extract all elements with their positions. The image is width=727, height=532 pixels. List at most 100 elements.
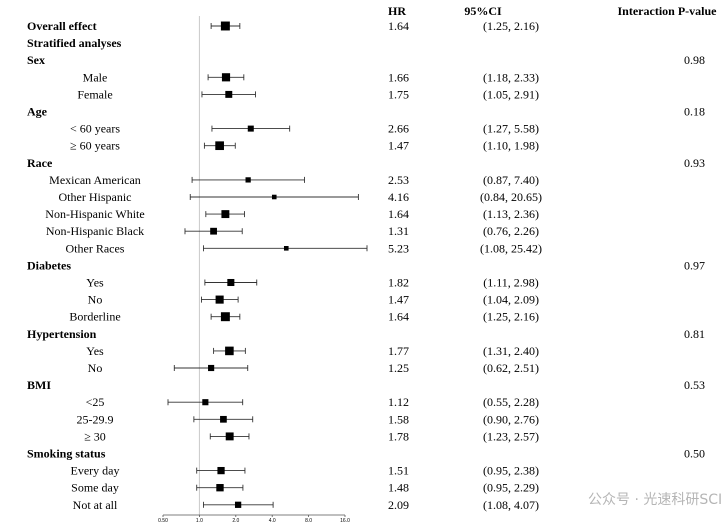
- interaction-p-value: 0.50: [684, 447, 705, 461]
- hr-value: 1.77: [388, 344, 409, 358]
- subgroup-label: Male: [83, 70, 108, 84]
- hr-point: [208, 364, 215, 372]
- hr-value: 1.66: [388, 70, 409, 84]
- group-label: Age: [27, 105, 48, 119]
- hr-point: [215, 295, 224, 304]
- hr-point: [221, 210, 230, 219]
- interaction-p-value: 0.93: [684, 156, 705, 170]
- hr-point: [220, 312, 230, 322]
- subgroup-label: ≥ 30: [84, 429, 106, 443]
- ci-value: (1.10, 1.98): [483, 139, 539, 153]
- hr-value: 1.58: [388, 412, 409, 426]
- hr-value: 1.51: [388, 464, 409, 478]
- ci-value: (1.31, 2.40): [483, 344, 539, 358]
- x-tick-label: 16.0: [340, 518, 350, 524]
- ci-value: (1.23, 2.57): [483, 429, 539, 443]
- hr-point: [227, 278, 235, 287]
- hr-point: [283, 246, 289, 251]
- column-header-ci: 95%CI: [464, 4, 502, 18]
- hr-point: [225, 346, 234, 356]
- group-label: Sex: [27, 53, 45, 67]
- subgroup-label: No: [88, 361, 103, 375]
- x-tick-label: 2.0: [232, 518, 239, 524]
- interaction-p-value: 0.53: [684, 378, 705, 392]
- hr-value: 1.64: [388, 207, 409, 221]
- x-axis: 0.50 1.0 2.0 4.0 8.0 16.0: [158, 514, 350, 524]
- plot-layer: [167, 16, 368, 515]
- hr-point: [215, 141, 224, 151]
- interaction-p-value: 0.97: [684, 258, 705, 272]
- subgroup-label: Borderline: [69, 310, 120, 324]
- hr-point: [221, 73, 231, 82]
- x-tick-label: 0.50: [158, 518, 168, 524]
- group-label: Diabetes: [27, 258, 71, 272]
- hr-value: 5.23: [388, 241, 409, 255]
- subgroup-label: Yes: [86, 344, 104, 358]
- hr-value: 1.31: [388, 224, 409, 238]
- group-label: Stratified analyses: [27, 36, 122, 50]
- hr-value: 1.64: [388, 19, 409, 33]
- subgroup-label: Mexican American: [49, 173, 141, 187]
- hr-value: 2.53: [388, 173, 409, 187]
- group-label: Overall effect: [27, 19, 97, 33]
- column-header-p: Interaction P-value: [618, 4, 718, 18]
- group-label: Hypertension: [27, 327, 97, 341]
- hr-point: [220, 21, 230, 31]
- ci-value: (1.05, 2.91): [483, 87, 539, 101]
- ci-value: (0.76, 2.26): [483, 224, 539, 238]
- ci-value: (1.18, 2.33): [483, 70, 539, 84]
- hr-value: 2.09: [388, 498, 409, 512]
- hr-point: [220, 415, 227, 423]
- watermark: 公众号 · 光速科研SCI: [588, 492, 723, 508]
- subgroup-label: Some day: [71, 481, 119, 495]
- hr-point: [202, 399, 209, 406]
- hr-point: [216, 484, 224, 492]
- subgroup-label: ≥ 60 years: [70, 139, 120, 153]
- subgroup-label: 25-29.9: [77, 412, 114, 426]
- hr-value: 1.82: [388, 276, 409, 290]
- hr-point: [225, 90, 233, 98]
- subgroup-label: Not at all: [73, 498, 118, 512]
- hr-point: [271, 194, 277, 200]
- hr-value: 1.47: [388, 293, 409, 307]
- hr-value: 1.75: [388, 87, 409, 101]
- subgroup-label: Other Races: [66, 241, 125, 255]
- hr-point: [247, 125, 254, 132]
- hr-value: 4.16: [388, 190, 409, 204]
- ci-value: (1.27, 5.58): [483, 122, 539, 136]
- hr-point: [217, 466, 225, 475]
- hr-value: 1.64: [388, 310, 409, 324]
- interaction-p-value: 0.81: [684, 327, 705, 341]
- group-label: Race: [27, 156, 53, 170]
- hr-value: 1.47: [388, 139, 409, 153]
- hr-value: 2.66: [388, 122, 409, 136]
- hr-value: 1.48: [388, 481, 409, 495]
- ci-value: (1.25, 2.16): [483, 310, 539, 324]
- subgroup-label: Non-Hispanic White: [45, 207, 144, 221]
- subgroup-label: Every day: [71, 464, 120, 478]
- subgroup-label: Other Hispanic: [59, 190, 132, 204]
- rows-layer: Overall effect 1.64 (1.25, 2.16) Stratified…: [27, 19, 705, 512]
- ci-value: (0.95, 2.29): [483, 481, 539, 495]
- subgroup-label: <25: [86, 395, 105, 409]
- hr-point: [245, 177, 251, 183]
- x-tick-label: 1.0: [196, 518, 203, 524]
- interaction-p-value: 0.98: [684, 53, 705, 67]
- ci-value: (0.95, 2.38): [483, 464, 539, 478]
- subgroup-label: < 60 years: [70, 122, 120, 136]
- hr-value: 1.12: [388, 395, 409, 409]
- ci-value: (0.87, 7.40): [483, 173, 539, 187]
- hr-value: 1.25: [388, 361, 409, 375]
- hr-point: [234, 501, 242, 508]
- ci-value: (1.08, 25.42): [480, 241, 542, 255]
- ci-value: (1.08, 4.07): [483, 498, 539, 512]
- interaction-p-value: 0.18: [684, 105, 705, 119]
- x-tick-label: 8.0: [305, 518, 312, 524]
- ci-value: (0.62, 2.51): [483, 361, 539, 375]
- hr-point: [210, 227, 217, 235]
- ci-value: (0.55, 2.28): [483, 395, 539, 409]
- subgroup-label: No: [88, 293, 103, 307]
- ci-value: (1.13, 2.36): [483, 207, 539, 221]
- group-label: Smoking status: [27, 447, 106, 461]
